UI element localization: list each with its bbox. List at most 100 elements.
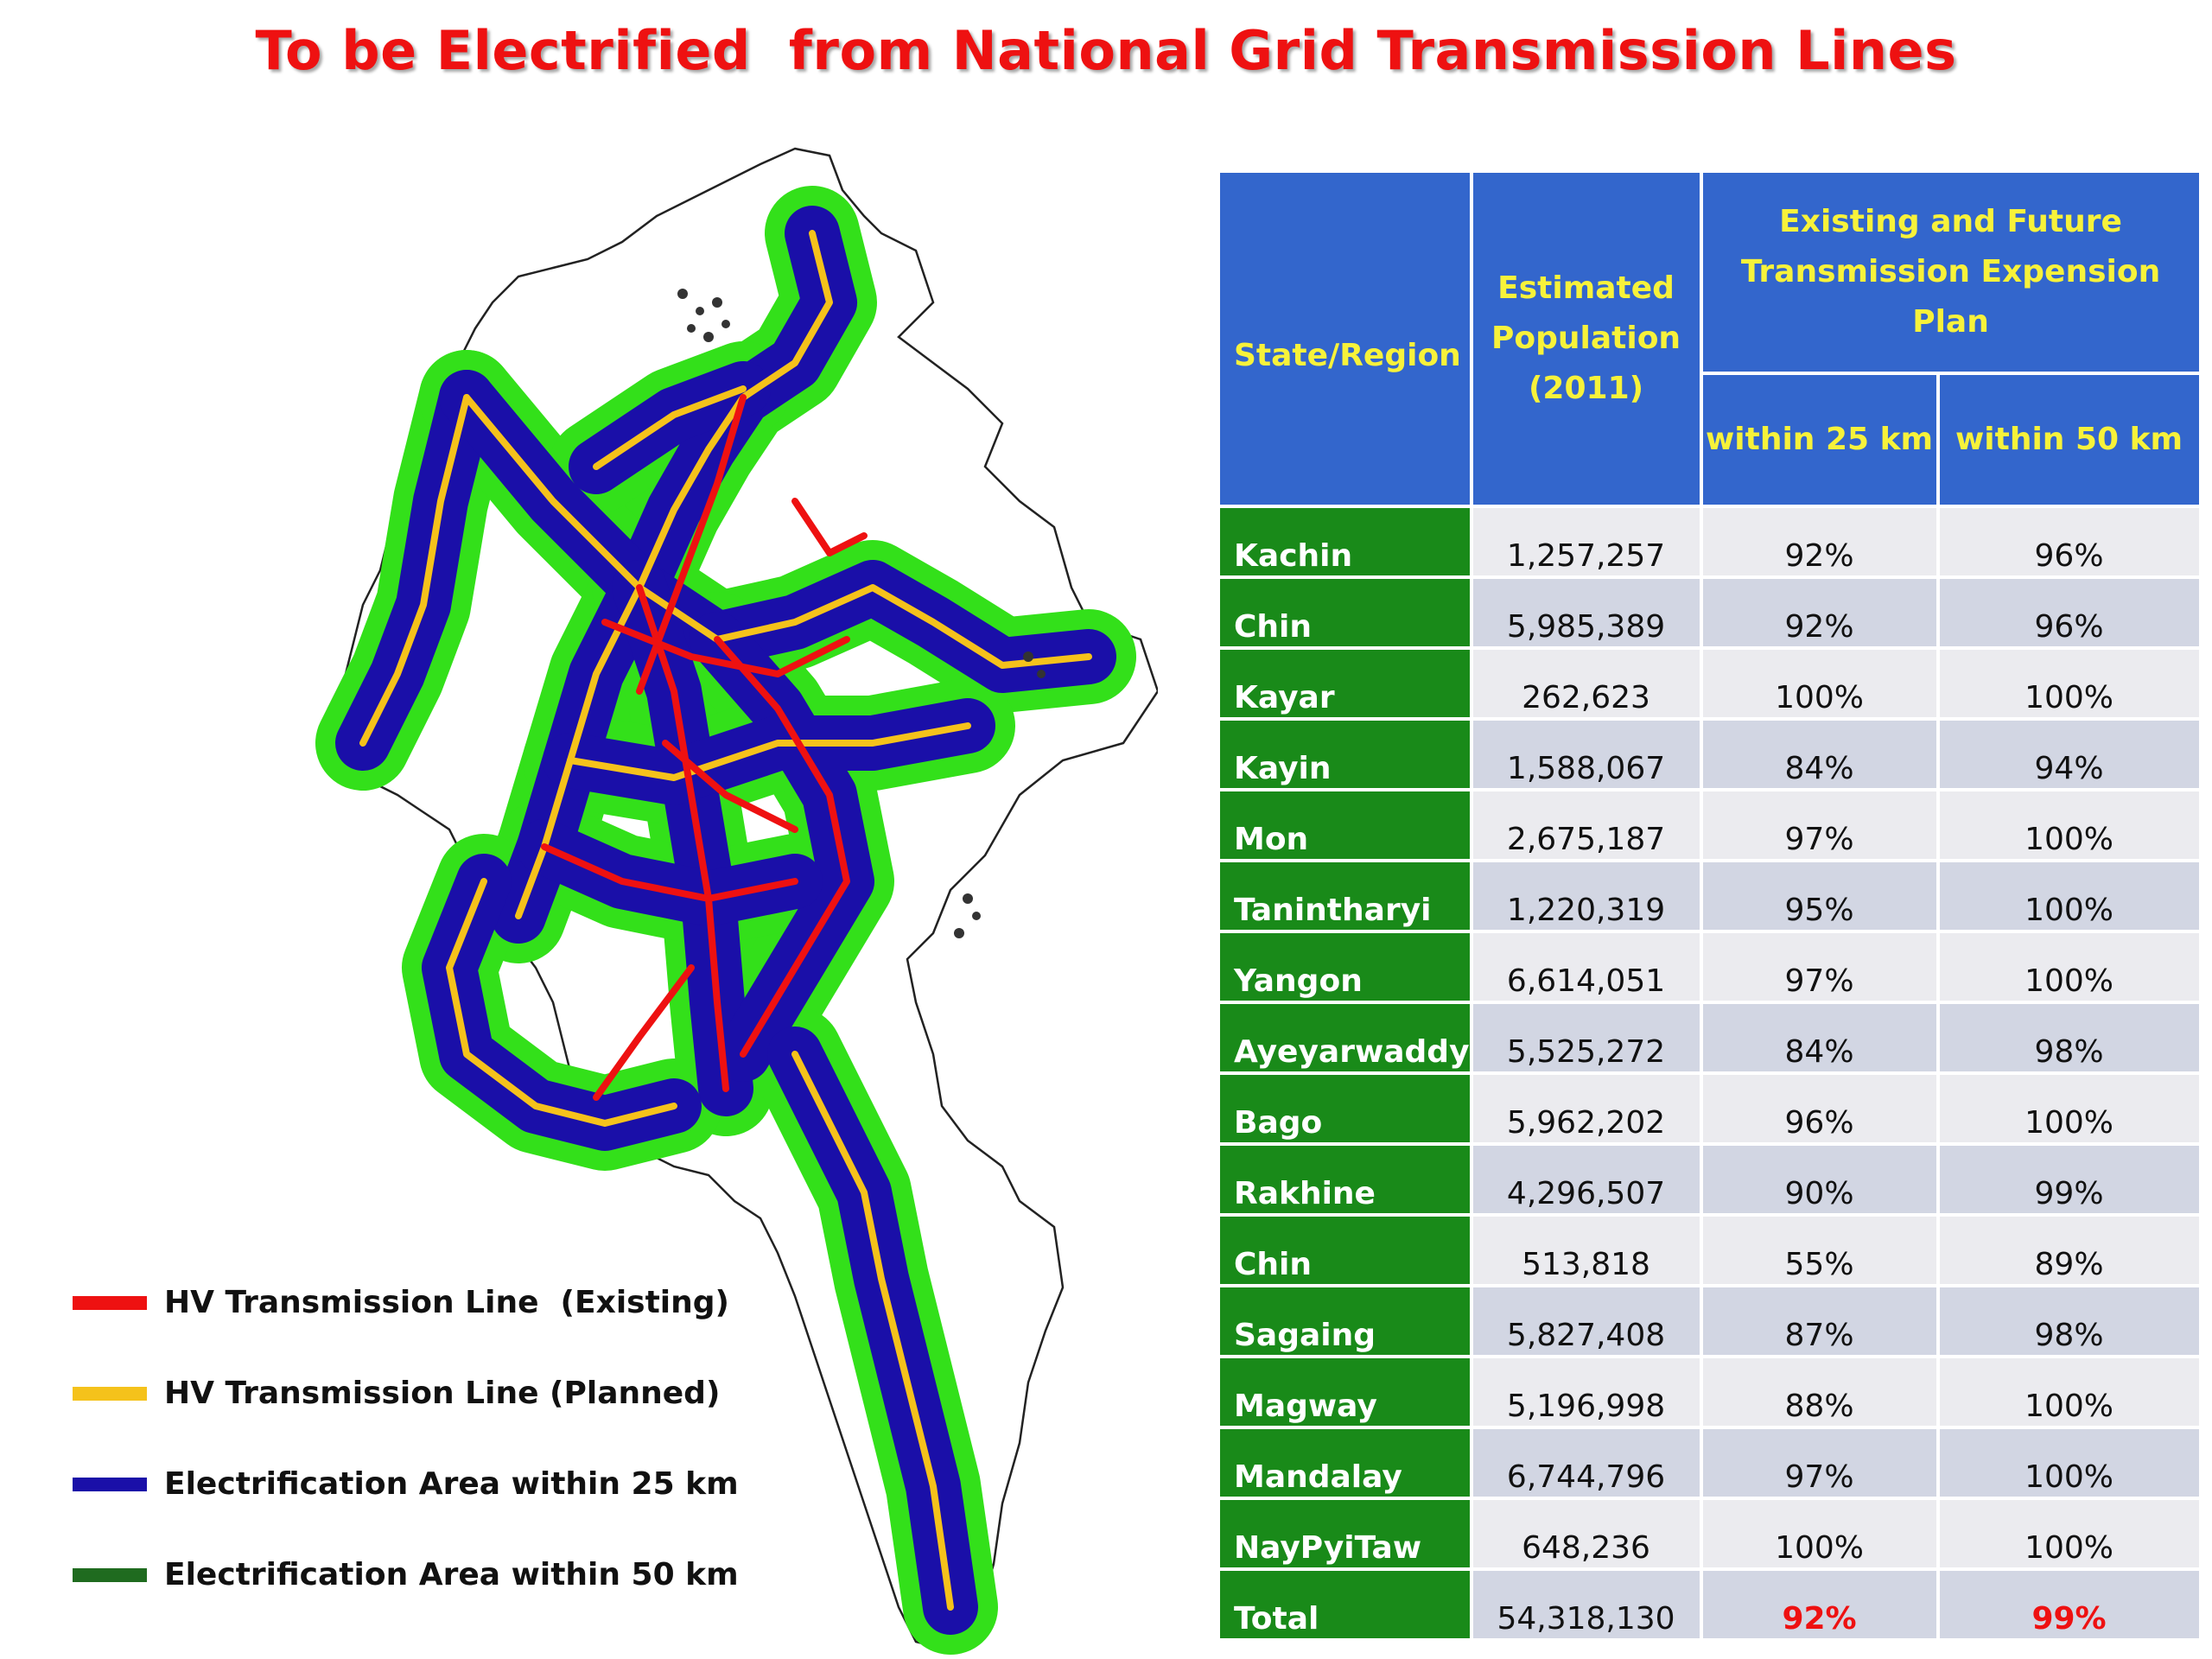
within-50km-cell: 100% <box>1939 862 2199 930</box>
header-within-50km: within 50 km <box>1939 375 2199 505</box>
header-population: Estimated Population (2011) <box>1472 173 1700 505</box>
table-row: Mandalay 6,744,796 97% 100% <box>1220 1429 2199 1497</box>
legend-item-within-25km: Electrification Area within 25 km <box>73 1439 739 1529</box>
table-row: Chin 513,818 55% 89% <box>1220 1217 2199 1284</box>
within-50km-cell: 96% <box>1939 508 2199 575</box>
legend-label-existing: HV Transmission Line (Existing) <box>164 1285 729 1320</box>
planned-lines <box>359 230 1092 1611</box>
header-within-25km: within 25 km <box>1702 375 1936 505</box>
within-25km-cell: 87% <box>1702 1287 1936 1355</box>
region-cell: Magway <box>1220 1358 1470 1426</box>
within-25km-cell: 100% <box>1702 1500 1936 1567</box>
terrain-marks <box>677 289 1046 938</box>
region-cell: Tanintharyi <box>1220 862 1470 930</box>
population-cell: 5,962,202 <box>1472 1075 1700 1142</box>
within-50km-cell: 99% <box>1939 1146 2199 1213</box>
within-25km-cell: 55% <box>1702 1217 1936 1284</box>
within-50km-cell: 100% <box>1939 1429 2199 1497</box>
legend-label-planned: HV Transmission Line (Planned) <box>164 1376 721 1411</box>
region-cell: Mandalay <box>1220 1429 1470 1497</box>
map-legend: HV Transmission Line (Existing) HV Trans… <box>73 1257 739 1620</box>
region-cell: Chin <box>1220 579 1470 646</box>
header-expansion-plan: Existing and Future Transmission Expensi… <box>1702 173 2199 372</box>
legend-swatch-existing <box>73 1295 147 1310</box>
within-25km-cell: 84% <box>1702 721 1936 788</box>
legend-swatch-planned <box>73 1386 147 1401</box>
region-cell: Mon <box>1220 791 1470 859</box>
table-row: Kayin 1,588,067 84% 94% <box>1220 721 2199 788</box>
within-50km-cell: 98% <box>1939 1004 2199 1071</box>
table-row: Yangon 6,614,051 97% 100% <box>1220 933 2199 1001</box>
within-50km-cell: 100% <box>1939 791 2199 859</box>
region-cell: Sagaing <box>1220 1287 1470 1355</box>
total-row: Total 54,318,130 92% 99% <box>1220 1571 2199 1638</box>
population-cell: 648,236 <box>1472 1500 1700 1567</box>
within-25km-cell: 84% <box>1702 1004 1936 1071</box>
table-row: Chin 5,985,389 92% 96% <box>1220 579 2199 646</box>
within-25km-cell: 92% <box>1702 579 1936 646</box>
within-50km-cell: 100% <box>1939 1075 2199 1142</box>
total-within-50km-cell: 99% <box>1939 1571 2199 1638</box>
table-row: Tanintharyi 1,220,319 95% 100% <box>1220 862 2199 930</box>
table-row: Kayar 262,623 100% 100% <box>1220 650 2199 717</box>
total-label-cell: Total <box>1220 1571 1470 1638</box>
within-25km-cell: 88% <box>1702 1358 1936 1426</box>
within-25km-cell: 97% <box>1702 933 1936 1001</box>
population-cell: 5,525,272 <box>1472 1004 1700 1071</box>
page-title: To be Electrified from National Grid Tra… <box>255 19 1957 82</box>
table-row: Bago 5,962,202 96% 100% <box>1220 1075 2199 1142</box>
legend-swatch-within-50km <box>73 1567 147 1582</box>
table-row: Kachin 1,257,257 92% 96% <box>1220 508 2199 575</box>
region-cell: Kayin <box>1220 721 1470 788</box>
within-50km-cell: 100% <box>1939 1358 2199 1426</box>
within-25km-cell: 92% <box>1702 508 1936 575</box>
within-50km-cell: 100% <box>1939 1500 2199 1567</box>
population-cell: 2,675,187 <box>1472 791 1700 859</box>
within-25km-cell: 96% <box>1702 1075 1936 1142</box>
table-row: NayPyiTaw 648,236 100% 100% <box>1220 1500 2199 1567</box>
within-25km-cell: 90% <box>1702 1146 1936 1213</box>
electrification-table: State/Region Estimated Population (2011)… <box>1217 169 2202 1642</box>
within-25km-cell: 97% <box>1702 1429 1936 1497</box>
population-cell: 6,614,051 <box>1472 933 1700 1001</box>
population-cell: 513,818 <box>1472 1217 1700 1284</box>
existing-lines <box>541 394 868 1101</box>
within-25km-cell: 95% <box>1702 862 1936 930</box>
region-cell: Rakhine <box>1220 1146 1470 1213</box>
region-cell: Kayar <box>1220 650 1470 717</box>
legend-label-within-50km: Electrification Area within 50 km <box>164 1557 739 1592</box>
population-cell: 1,588,067 <box>1472 721 1700 788</box>
table-body: Kachin 1,257,257 92% 96% Chin 5,985,389 … <box>1220 508 2199 1638</box>
within-50km-cell: 100% <box>1939 933 2199 1001</box>
table-row: Magway 5,196,998 88% 100% <box>1220 1358 2199 1426</box>
population-cell: 4,296,507 <box>1472 1146 1700 1213</box>
transmission-map <box>315 147 1158 1655</box>
within-25km-cell: 100% <box>1702 650 1936 717</box>
population-cell: 5,985,389 <box>1472 579 1700 646</box>
table-row: Rakhine 4,296,507 90% 99% <box>1220 1146 2199 1213</box>
legend-item-planned: HV Transmission Line (Planned) <box>73 1348 739 1439</box>
within-50km-cell: 96% <box>1939 579 2199 646</box>
within-50km-cell: 94% <box>1939 721 2199 788</box>
population-cell: 1,220,319 <box>1472 862 1700 930</box>
population-cell: 5,827,408 <box>1472 1287 1700 1355</box>
region-cell: Chin <box>1220 1217 1470 1284</box>
population-cell: 262,623 <box>1472 650 1700 717</box>
population-cell: 5,196,998 <box>1472 1358 1700 1426</box>
within-50km-cell: 89% <box>1939 1217 2199 1284</box>
table-row: Sagaing 5,827,408 87% 98% <box>1220 1287 2199 1355</box>
within-50km-cell: 100% <box>1939 650 2199 717</box>
legend-item-existing: HV Transmission Line (Existing) <box>73 1257 739 1348</box>
region-cell: Ayeyarwaddy <box>1220 1004 1470 1071</box>
total-within-25km-cell: 92% <box>1702 1571 1936 1638</box>
table-row: Mon 2,675,187 97% 100% <box>1220 791 2199 859</box>
total-population-cell: 54,318,130 <box>1472 1571 1700 1638</box>
region-cell: Yangon <box>1220 933 1470 1001</box>
region-cell: NayPyiTaw <box>1220 1500 1470 1567</box>
within-50km-cell: 98% <box>1939 1287 2199 1355</box>
population-cell: 6,744,796 <box>1472 1429 1700 1497</box>
legend-item-within-50km: Electrification Area within 50 km <box>73 1529 739 1620</box>
legend-swatch-within-25km <box>73 1477 147 1491</box>
region-cell: Kachin <box>1220 508 1470 575</box>
table-row: Ayeyarwaddy 5,525,272 84% 98% <box>1220 1004 2199 1071</box>
